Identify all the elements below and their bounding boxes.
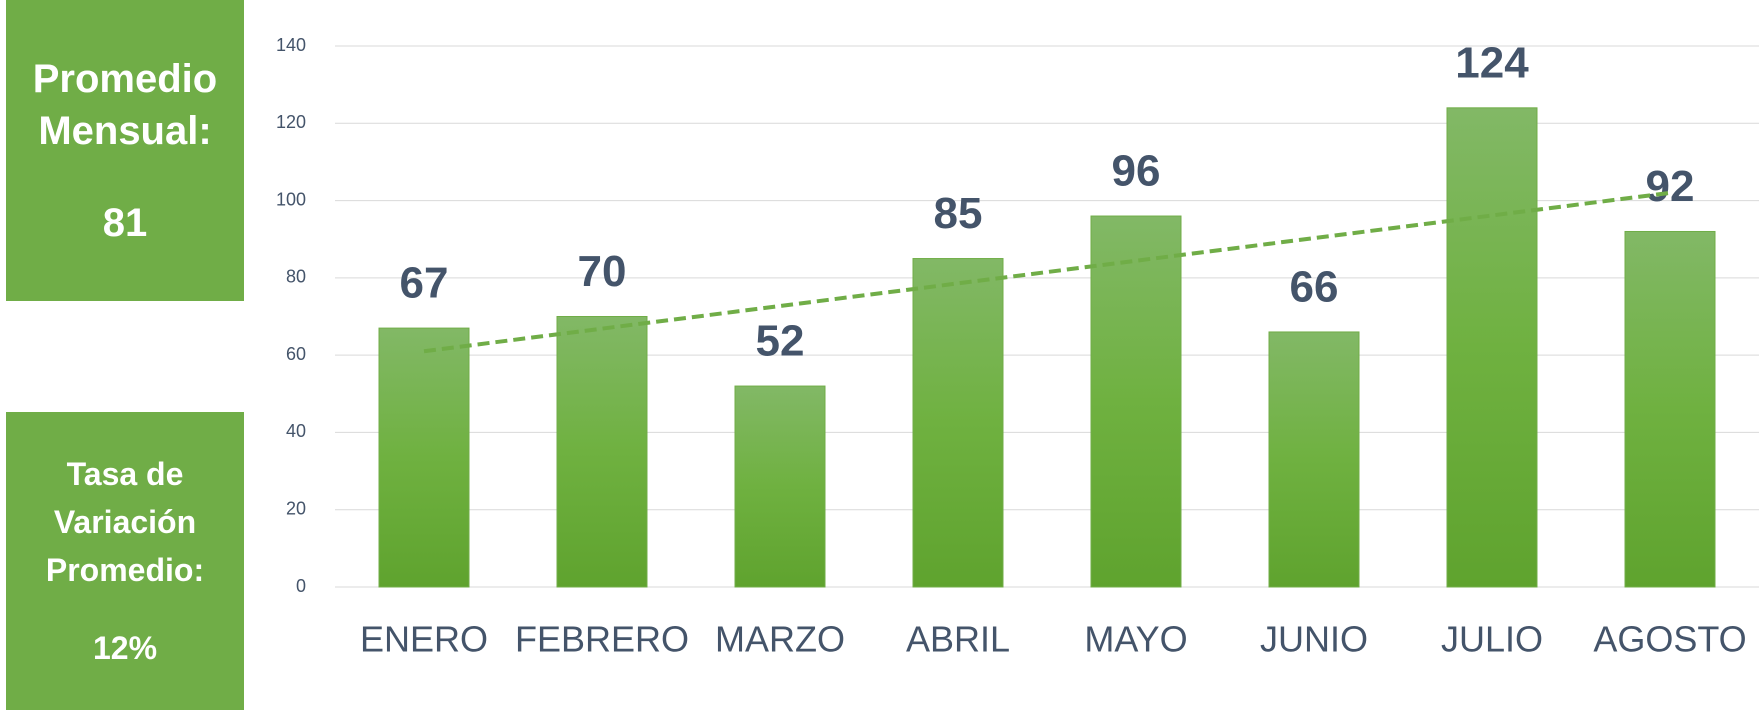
kpi-label: Promedio Mensual: [32, 56, 218, 153]
data-label: 85 [934, 189, 983, 238]
x-tick-label: MARZO [715, 619, 845, 660]
kpi-box: Tasa de Variación Promedio: 12% [6, 412, 244, 710]
kpi-value: 81 [102, 200, 148, 245]
x-tick-label: MAYO [1084, 619, 1187, 660]
data-label: 67 [400, 259, 449, 308]
bar [378, 327, 470, 588]
data-label: 96 [1112, 147, 1161, 196]
y-tick-label: 120 [276, 112, 306, 132]
bar [1268, 331, 1360, 588]
bar [734, 385, 826, 588]
y-tick-label: 0 [296, 576, 306, 596]
trendline [423, 190, 1671, 354]
bar [556, 316, 648, 588]
y-tick-label: 100 [276, 189, 306, 209]
bar [912, 258, 1004, 588]
bar [1446, 107, 1538, 588]
y-tick-label: 60 [286, 344, 306, 364]
x-tick-label: FEBRERO [515, 619, 689, 660]
kpi-box: Promedio Mensual: 81 [6, 0, 244, 301]
y-tick-label: 20 [286, 498, 306, 518]
data-label: 66 [1290, 263, 1339, 312]
bar [1090, 215, 1182, 588]
x-tick-label: JULIO [1441, 619, 1543, 660]
data-label: 52 [756, 317, 805, 366]
data-label: 70 [578, 247, 627, 296]
kpi-value: 12% [92, 630, 158, 666]
y-tick-label: 80 [286, 267, 306, 287]
y-tick-label: 140 [276, 35, 306, 55]
kpi-label: Tasa de Variación Promedio: [45, 456, 205, 588]
x-tick-label: ABRIL [906, 619, 1010, 660]
bar [1624, 230, 1716, 588]
data-label: 124 [1455, 38, 1529, 87]
x-tick-label: ENERO [360, 619, 488, 660]
y-tick-label: 40 [286, 421, 306, 441]
x-tick-label: JUNIO [1260, 619, 1368, 660]
x-tick-label: AGOSTO [1593, 619, 1746, 660]
data-label: 92 [1646, 162, 1695, 211]
